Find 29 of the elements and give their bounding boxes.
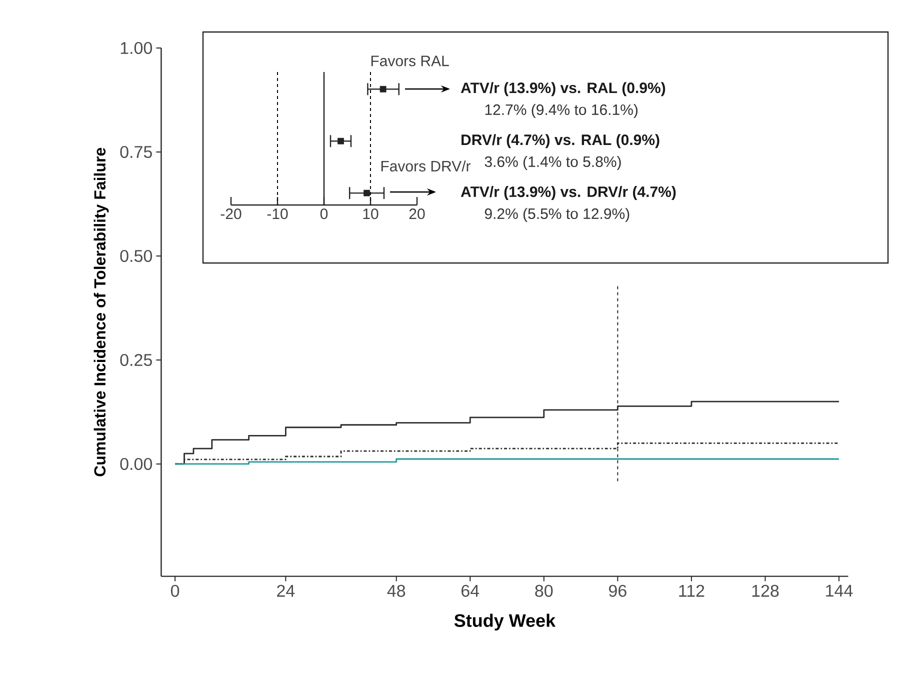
y-tick-label: ATV/r (13.9%) vs. RAL (0.9%) (460, 82, 666, 96)
x-tick-label: 10 (363, 208, 378, 220)
x-tick-label: 96 (609, 584, 626, 597)
annotation: 9.2% (5.5% to 12.9%) (484, 208, 630, 222)
x-tick-label: 24 (277, 584, 295, 597)
x-tick-label: 144 (826, 584, 853, 597)
x-tick-label: 20 (409, 208, 425, 220)
x-tick-label: 48 (387, 584, 406, 597)
x-tick-label: 0 (170, 584, 180, 597)
annotation: 12.7% (9.4% to 16.1%) (485, 104, 638, 118)
annotation: Favors RAL (371, 56, 449, 66)
y-tick-label: 0.50 (120, 250, 152, 262)
y-tick-label: 0.75 (120, 146, 152, 158)
x-tick-label: 112 (679, 584, 704, 597)
x-tick-label: -20 (220, 208, 242, 220)
y-tick-label: 1.00 (120, 42, 152, 54)
annotation: 3.6% (1.4% to 5.8%) (484, 156, 621, 170)
annotation: Favors DRV/r (381, 160, 471, 172)
x-tick-label: 128 (752, 584, 779, 597)
x-tick-label: 0 (320, 208, 328, 220)
y-axis-title: Cumulative Incidence of Tolerability Failure (94, 148, 109, 476)
y-tick-label: DRV/r (4.7%) vs. RAL (0.9%) (462, 134, 660, 148)
y-tick-label: 0.25 (120, 354, 152, 366)
y-tick-label: 0.00 (120, 458, 152, 470)
x-axis-title: Study Week (454, 614, 556, 631)
x-tick-label: 80 (535, 584, 553, 597)
y-tick-label: ATV/r (13.9%) vs. DRV/r (4.7%) (460, 186, 676, 200)
x-tick-label: 64 (462, 584, 480, 597)
x-tick-label: -10 (267, 208, 288, 220)
